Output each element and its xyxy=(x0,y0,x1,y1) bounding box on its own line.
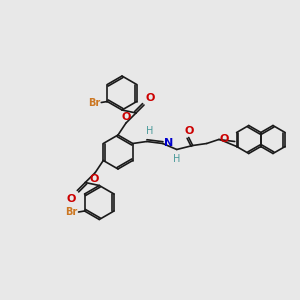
Text: H: H xyxy=(146,127,153,136)
Text: O: O xyxy=(184,127,194,136)
Text: O: O xyxy=(145,93,154,103)
Text: O: O xyxy=(121,112,131,122)
Text: H: H xyxy=(173,154,180,164)
Text: Br: Br xyxy=(65,207,78,217)
Text: Br: Br xyxy=(88,98,100,107)
Text: O: O xyxy=(90,175,99,184)
Text: O: O xyxy=(220,134,229,143)
Text: O: O xyxy=(67,194,76,203)
Text: N: N xyxy=(164,139,173,148)
